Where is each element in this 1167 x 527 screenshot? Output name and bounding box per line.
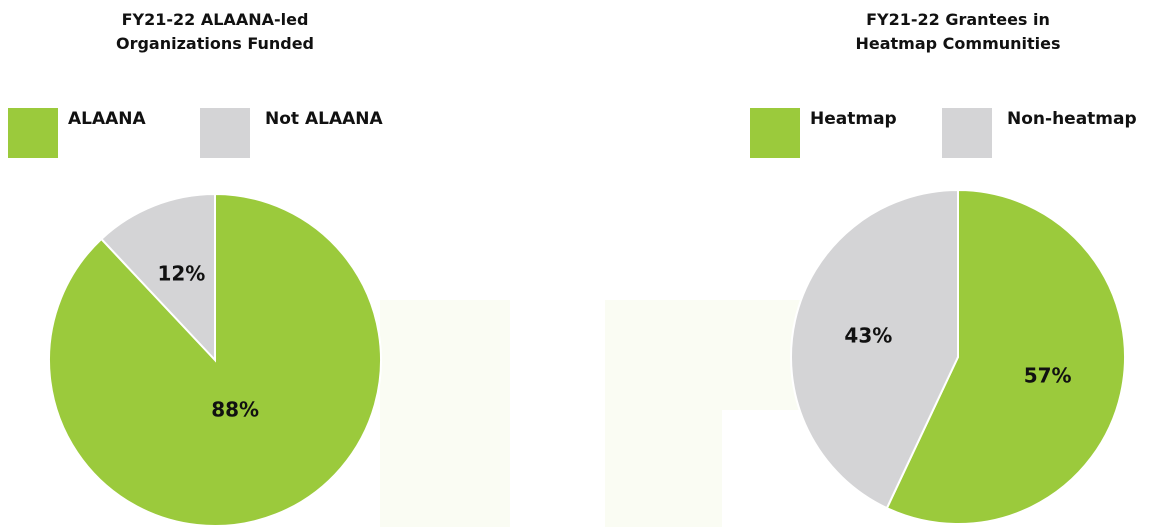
- legend-swatch: [750, 108, 800, 158]
- slice-label: 57%: [1024, 364, 1072, 388]
- legend-label: ALAANA: [68, 109, 147, 129]
- chart-title: FY21-22 Grantees in Heatmap Communities: [855, 10, 1061, 53]
- slice-label: 88%: [211, 397, 259, 421]
- pie-slice: [99, 192, 216, 363]
- legend-label: Not ALAANA: [265, 109, 383, 129]
- background-shapes: [380, 300, 800, 527]
- bg-shape: [605, 300, 800, 527]
- pie-slice: [790, 188, 959, 510]
- legend-label: Non-heatmap: [1007, 109, 1137, 129]
- legend-label: Heatmap: [810, 109, 897, 129]
- legend-swatch: [8, 108, 58, 158]
- slice-label: 12%: [157, 262, 205, 286]
- slice-label: 43%: [844, 323, 892, 347]
- bg-shape: [380, 300, 510, 527]
- legend-swatch: [200, 108, 250, 158]
- legend-swatch: [942, 108, 992, 158]
- pie-slice: [885, 188, 1126, 525]
- chart-title: FY21-22 ALAANA-led Organizations Funded: [115, 10, 314, 53]
